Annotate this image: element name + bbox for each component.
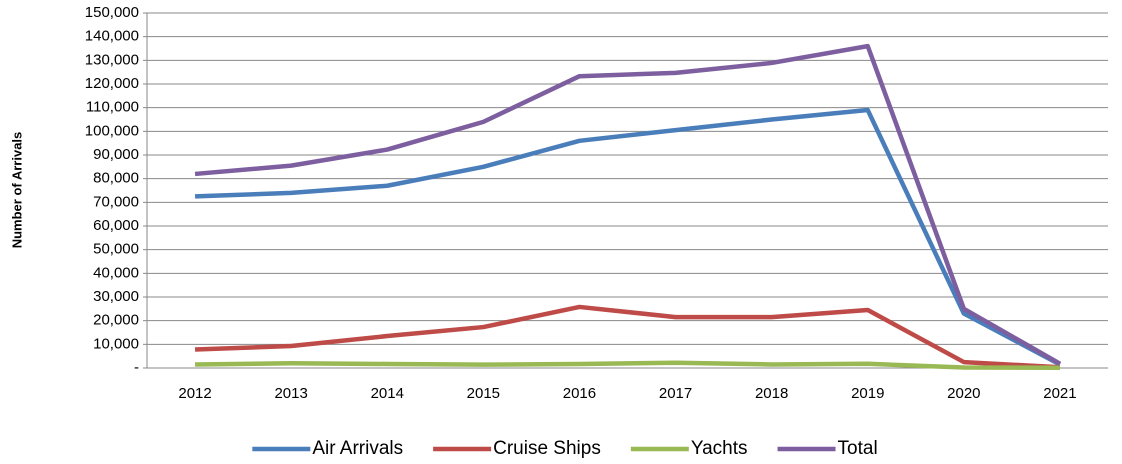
y-tick-label: 100,000 (85, 122, 139, 139)
x-tick-label: 2019 (851, 385, 884, 402)
x-tick-label: 2017 (659, 385, 692, 402)
y-tick-label: 50,000 (93, 241, 139, 258)
legend-label: Total (838, 438, 878, 459)
legend-label: Cruise Ships (493, 438, 601, 459)
series-line (194, 304, 1061, 370)
y-tick-label: 140,000 (85, 28, 139, 45)
x-tick-label: 2015 (467, 385, 500, 402)
y-tick-label: 150,000 (85, 4, 139, 21)
y-tick-label: 30,000 (93, 288, 139, 305)
legend-label: Yachts (691, 438, 748, 459)
x-tick-label: 2013 (274, 385, 307, 402)
y-tick-label: 120,000 (85, 75, 139, 92)
y-tick-label: 90,000 (93, 146, 139, 163)
x-tick-label: 2020 (947, 385, 980, 402)
x-tick-label: 2018 (755, 385, 788, 402)
series-line (194, 43, 1062, 366)
x-tick-label: 2016 (563, 385, 596, 402)
y-tick-label: 40,000 (93, 264, 139, 281)
series-line (195, 360, 1060, 371)
x-tick-label: 2012 (178, 385, 211, 402)
y-tick-label: - (134, 359, 139, 376)
y-axis-title: Number of Arrivals (9, 132, 24, 249)
y-tick-label: 70,000 (93, 193, 139, 210)
y-tick-label: 10,000 (93, 335, 139, 352)
y-tick-label: 110,000 (86, 99, 139, 116)
x-tick-label: 2014 (371, 385, 404, 402)
y-tick-label: 20,000 (93, 312, 139, 329)
y-tick-label: 80,000 (93, 170, 139, 187)
y-tick-label: 130,000 (85, 51, 139, 68)
legend-label: Air Arrivals (312, 438, 403, 459)
x-tick-label: 2021 (1043, 385, 1076, 402)
series-line (194, 107, 1062, 367)
y-tick-label: 60,000 (93, 217, 139, 234)
